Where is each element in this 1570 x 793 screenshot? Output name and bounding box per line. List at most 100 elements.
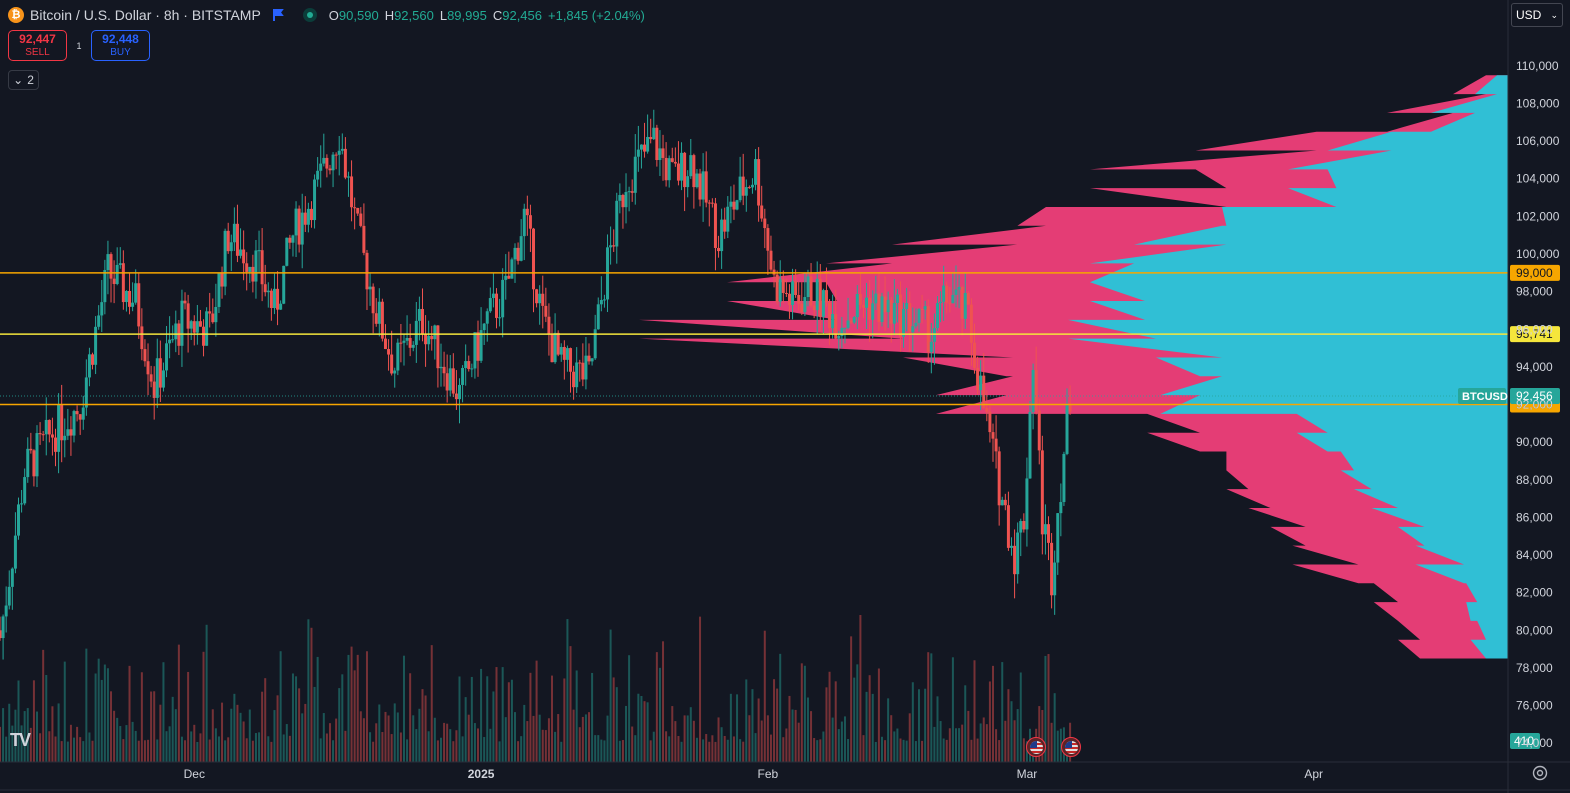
candle-body: [781, 279, 785, 293]
candle-body: [174, 323, 178, 340]
volume-bar: [39, 733, 42, 762]
volume-bar: [60, 741, 63, 762]
y-tick-label: 94,000: [1516, 360, 1553, 374]
volume-bar: [995, 729, 998, 762]
y-tick-label: 74,000: [1516, 736, 1553, 750]
volume-bar: [1016, 709, 1019, 762]
candle-body: [769, 250, 773, 270]
currency-select[interactable]: USD ⌄: [1511, 3, 1563, 27]
candle-body: [4, 605, 8, 617]
volume-bar: [628, 655, 631, 762]
volume-bar: [489, 728, 492, 762]
volume-bar: [396, 712, 399, 762]
candle-body: [824, 290, 828, 303]
candle-body: [186, 303, 190, 329]
volume-bar: [495, 667, 498, 762]
candle-body: [371, 286, 375, 314]
candle-body: [10, 568, 14, 587]
candle-body: [747, 187, 751, 189]
volume-bar: [566, 619, 569, 762]
candle-body: [979, 375, 983, 391]
candle-body: [683, 152, 687, 188]
volume-bar: [988, 681, 991, 762]
sell-button[interactable]: 92,447 SELL: [8, 30, 67, 61]
volume-bar: [547, 718, 550, 762]
volume-bar: [119, 726, 122, 762]
volume-bar: [708, 741, 711, 762]
us-economic-event-icon[interactable]: [1026, 737, 1046, 757]
volume-bar: [643, 701, 646, 762]
volume-bar: [14, 709, 17, 762]
candle-body: [340, 148, 344, 151]
candle-body: [451, 368, 455, 394]
volume-bar: [344, 730, 347, 762]
settings-gear-icon[interactable]: [1531, 764, 1549, 782]
volume-profile-up: [1068, 75, 1508, 659]
y-tick-label: 102,000: [1516, 209, 1560, 223]
candle-body: [852, 317, 856, 323]
volume-bar: [899, 738, 902, 762]
candle-body: [414, 320, 418, 345]
volume-bar: [57, 703, 60, 762]
candle-body: [78, 414, 82, 420]
candle-body: [57, 404, 61, 452]
volume-bar: [113, 710, 116, 762]
volume-bar: [332, 740, 335, 762]
flag-icon[interactable]: [272, 9, 283, 21]
volume-bar: [831, 717, 834, 762]
candle-body: [886, 299, 890, 313]
candle-body: [337, 150, 341, 155]
volume-bar: [893, 731, 896, 762]
volume-bar: [532, 715, 535, 762]
volume-bar: [951, 657, 954, 762]
volume-bar: [625, 705, 628, 762]
volume-bar: [794, 709, 797, 762]
buy-button[interactable]: 92,448 BUY: [91, 30, 150, 61]
volume-bar: [791, 709, 794, 762]
close-label: C: [492, 7, 503, 23]
volume-bar: [742, 741, 745, 762]
candle-body: [997, 451, 1001, 506]
candle-body: [661, 148, 665, 158]
volume-bar: [258, 732, 261, 762]
volume-bar: [739, 739, 742, 762]
candle-body: [155, 358, 159, 398]
volume-bar: [94, 673, 97, 762]
candle-body: [547, 316, 551, 334]
candle-body: [960, 286, 964, 319]
candle-body: [473, 332, 477, 369]
candle-body: [17, 504, 21, 536]
candle-body: [279, 303, 283, 310]
volume-bar: [1004, 720, 1007, 762]
volume-bar: [248, 709, 251, 762]
candle-body: [1028, 411, 1032, 479]
volume-bar: [316, 656, 319, 762]
symbol-title[interactable]: Bitcoin / U.S. Dollar · 8h · BITSTAMP: [30, 7, 261, 23]
candle-body: [300, 212, 304, 245]
volume-bar: [131, 721, 134, 762]
volume-bar: [510, 679, 513, 762]
candle-body: [408, 337, 412, 348]
last-price-tag: [1510, 387, 1560, 404]
candle-body: [205, 311, 209, 346]
volume-bar: [177, 644, 180, 762]
tradingview-logo[interactable]: TV: [10, 730, 31, 750]
candle-body: [143, 349, 147, 362]
candle-body: [365, 252, 369, 290]
indicators-toggle-button[interactable]: ⌄ 2: [8, 70, 39, 90]
volume-bar: [554, 731, 557, 762]
volume-bar: [110, 691, 113, 762]
volume-bar: [11, 725, 14, 762]
volume-bar: [514, 712, 517, 762]
volume-bar: [8, 703, 11, 762]
volume-bar: [282, 734, 285, 762]
candle-body: [877, 293, 881, 322]
volume-bar: [578, 727, 581, 762]
us-economic-event-icon[interactable]: [1061, 737, 1081, 757]
volume-bar: [17, 680, 20, 762]
volume-bar: [504, 717, 507, 762]
market-open-status-icon[interactable]: [302, 8, 317, 22]
candle-body: [643, 144, 647, 152]
volume-bar: [850, 636, 853, 762]
